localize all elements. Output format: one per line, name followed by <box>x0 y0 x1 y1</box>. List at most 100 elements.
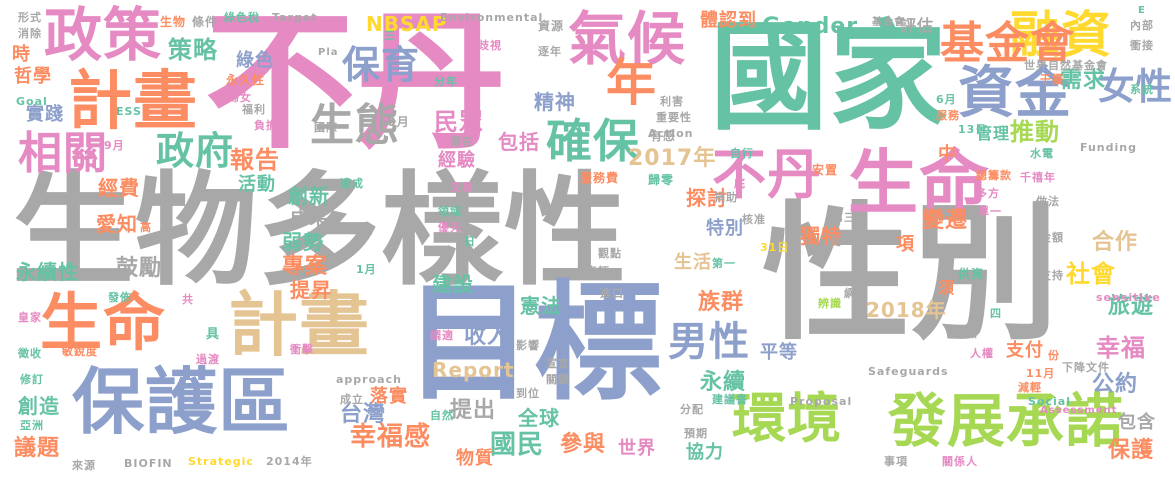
word: 社會 <box>1066 262 1116 286</box>
word: Strategic <box>188 456 254 467</box>
word: 包含 <box>1118 414 1156 432</box>
word: 弱勢 <box>282 232 324 252</box>
word: 國際 <box>314 122 338 133</box>
word: 第三 <box>832 212 856 223</box>
word: 參與 <box>560 434 606 456</box>
word: 永久性 <box>226 74 265 86</box>
word: 基金會 <box>872 18 905 28</box>
word: Funding <box>1080 142 1137 153</box>
word: 建設 <box>432 274 474 294</box>
word: 第一 <box>712 258 736 269</box>
word: 敏銳度 <box>62 346 98 357</box>
word: 服務費 <box>580 172 619 184</box>
word: 文件 <box>1086 362 1110 373</box>
word: 逐年 <box>538 46 562 57</box>
word: 徵收 <box>18 348 42 359</box>
word: 服務 <box>936 110 960 121</box>
word: 重要性 <box>656 112 692 123</box>
word: 公約 <box>1092 374 1138 396</box>
word: 過渡 <box>196 354 220 365</box>
word: 核准 <box>742 214 766 225</box>
word: 形式 <box>18 12 42 23</box>
word: 車輛 <box>586 266 610 277</box>
word: 多方 <box>976 188 1000 199</box>
word: 生物 <box>160 16 186 28</box>
word: 生活 <box>674 254 712 272</box>
word: 衝接 <box>1130 40 1154 51</box>
word: 衝擊 <box>290 344 314 355</box>
word: 10月 <box>378 116 410 128</box>
word: Action <box>648 128 693 139</box>
word: 單一 <box>978 206 1002 217</box>
word: 皇家 <box>18 312 42 323</box>
word: 議題 <box>14 438 60 460</box>
word: 2018年 <box>866 300 947 320</box>
word: 世界 <box>618 440 656 458</box>
word: 民眾 <box>434 110 484 134</box>
word: 自行 <box>730 148 754 159</box>
word: 達成 <box>340 178 364 189</box>
word: 亞洲 <box>20 420 44 431</box>
word: 具 <box>206 328 220 341</box>
word: approach <box>336 374 402 385</box>
word: 世界自然基金會 <box>1024 60 1108 71</box>
word: 建議書 <box>712 394 748 405</box>
word: 活動 <box>238 176 276 194</box>
word: 創造 <box>18 396 60 416</box>
word: 金額 <box>1040 232 1064 243</box>
word: 內部 <box>1130 20 1154 31</box>
word: 底 <box>734 178 746 189</box>
word: Gender <box>762 16 858 38</box>
word: Proposal <box>790 396 852 407</box>
word: 綠色 <box>236 52 274 70</box>
word: 觀點 <box>598 248 622 259</box>
word: 自然 <box>430 410 454 421</box>
word: 進口 <box>600 288 624 299</box>
word: 做法 <box>1036 196 1060 207</box>
word: 落實 <box>370 388 408 406</box>
word: 總籌款 <box>976 170 1012 181</box>
word: 政策 <box>44 6 162 64</box>
word: 預期 <box>684 428 708 439</box>
word: 鼓勵 <box>116 258 162 280</box>
word: 來源 <box>72 460 96 471</box>
word: 負擔 <box>254 120 278 131</box>
word: 潛在 <box>450 136 474 147</box>
word: 發展承諾 <box>888 392 1124 450</box>
word: 歧視 <box>478 40 502 51</box>
word: 計畫 <box>68 70 198 134</box>
word: 捐助 <box>714 192 738 203</box>
word: 安置 <box>812 164 838 176</box>
word: 政府 <box>156 132 234 170</box>
word: 優先 <box>438 222 462 233</box>
word: 永續性 <box>16 262 79 282</box>
word: 合作 <box>1092 232 1138 254</box>
word: 哲學 <box>14 68 52 86</box>
word: 千禧年 <box>1020 172 1056 183</box>
word: 變遷 <box>922 210 968 232</box>
word: 修訂 <box>20 374 44 385</box>
word: 影響 <box>516 340 540 351</box>
word: 下降 <box>1062 362 1086 373</box>
word: 三 <box>384 30 396 41</box>
word: 國民 <box>490 432 544 458</box>
word: 台灣 <box>340 404 386 426</box>
word: Target <box>272 12 318 23</box>
word: 支付 <box>1006 342 1044 360</box>
word: 分年 <box>434 76 458 87</box>
word: 收入 <box>464 326 510 348</box>
word: 共 <box>182 294 194 305</box>
word: 人權 <box>970 348 994 359</box>
word: 憲法 <box>520 296 562 316</box>
word: 保護 <box>1108 440 1154 462</box>
word: 時 <box>12 46 31 64</box>
word: 福利 <box>242 104 266 115</box>
word: 報告 <box>230 148 280 172</box>
word: 族群 <box>698 292 744 314</box>
word: sensitive <box>1096 292 1161 303</box>
word: 包括 <box>498 132 540 152</box>
word: NBSAP <box>366 14 448 34</box>
word: 精神 <box>534 92 576 112</box>
word: 2017年 <box>628 148 716 170</box>
